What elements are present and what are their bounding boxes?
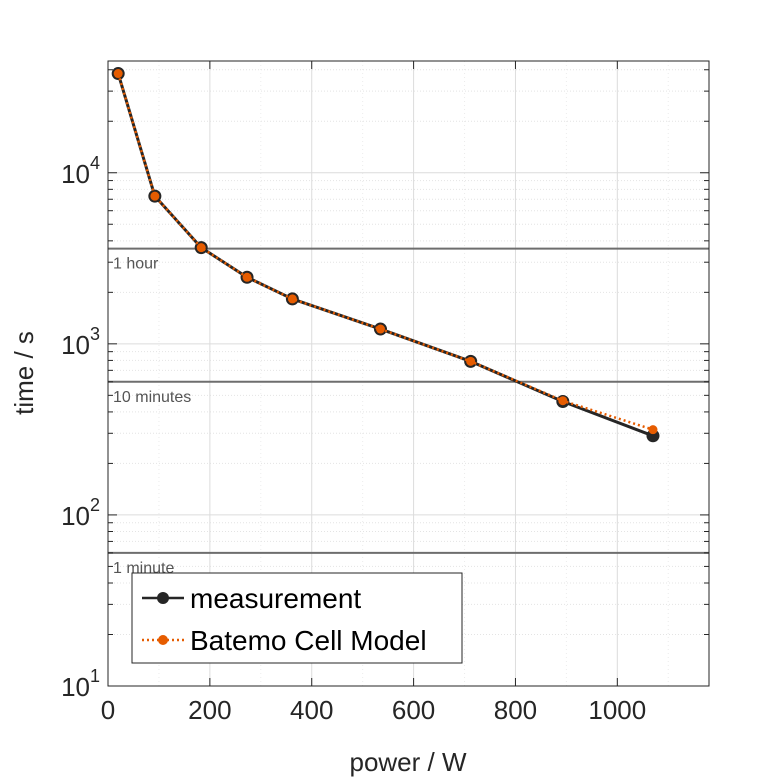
data-point-batemo <box>150 191 160 201</box>
x-tick-label: 0 <box>101 695 115 725</box>
data-point-batemo <box>648 425 658 435</box>
data-point-batemo <box>466 356 476 366</box>
x-axis-label: power / W <box>349 747 466 777</box>
series-line-batemo <box>116 73 654 431</box>
reference-line-label: 1 hour <box>113 256 159 273</box>
plot-frame <box>107 60 710 687</box>
legend-marker-batemo <box>158 635 168 645</box>
legend-label-batemo: Batemo Cell Model <box>190 625 427 656</box>
data-point-batemo <box>242 272 252 282</box>
x-tick-label: 800 <box>494 695 537 725</box>
x-tick-label: 600 <box>392 695 435 725</box>
x-tick-labels: 0 200 400 600 800 1000 <box>101 695 646 725</box>
data-point-batemo <box>375 324 385 334</box>
axis-ticks <box>107 61 709 687</box>
data-point-batemo <box>196 243 206 253</box>
x-tick-label: 1000 <box>588 695 646 725</box>
x-tick-label: 200 <box>188 695 231 725</box>
y-tick-label: 104 <box>61 153 100 189</box>
legend-marker-measurement <box>157 592 169 604</box>
data-point-batemo <box>558 396 568 406</box>
legend-label-measurement: measurement <box>190 583 361 614</box>
y-tick-labels: 101 102 103 104 <box>61 153 100 702</box>
x-tick-label: 400 <box>290 695 333 725</box>
y-tick-label: 103 <box>61 324 100 360</box>
series-group <box>111 67 660 443</box>
y-axis-label: time / s <box>9 331 39 415</box>
reference-line-label: 10 minutes <box>113 389 191 406</box>
data-point-batemo <box>113 69 123 79</box>
legend-box <box>131 572 463 664</box>
y-tick-label: 101 <box>61 666 100 702</box>
y-tick-label: 102 <box>61 495 100 531</box>
data-point-batemo <box>287 294 297 304</box>
legend: measurement Batemo Cell Model <box>131 572 463 664</box>
